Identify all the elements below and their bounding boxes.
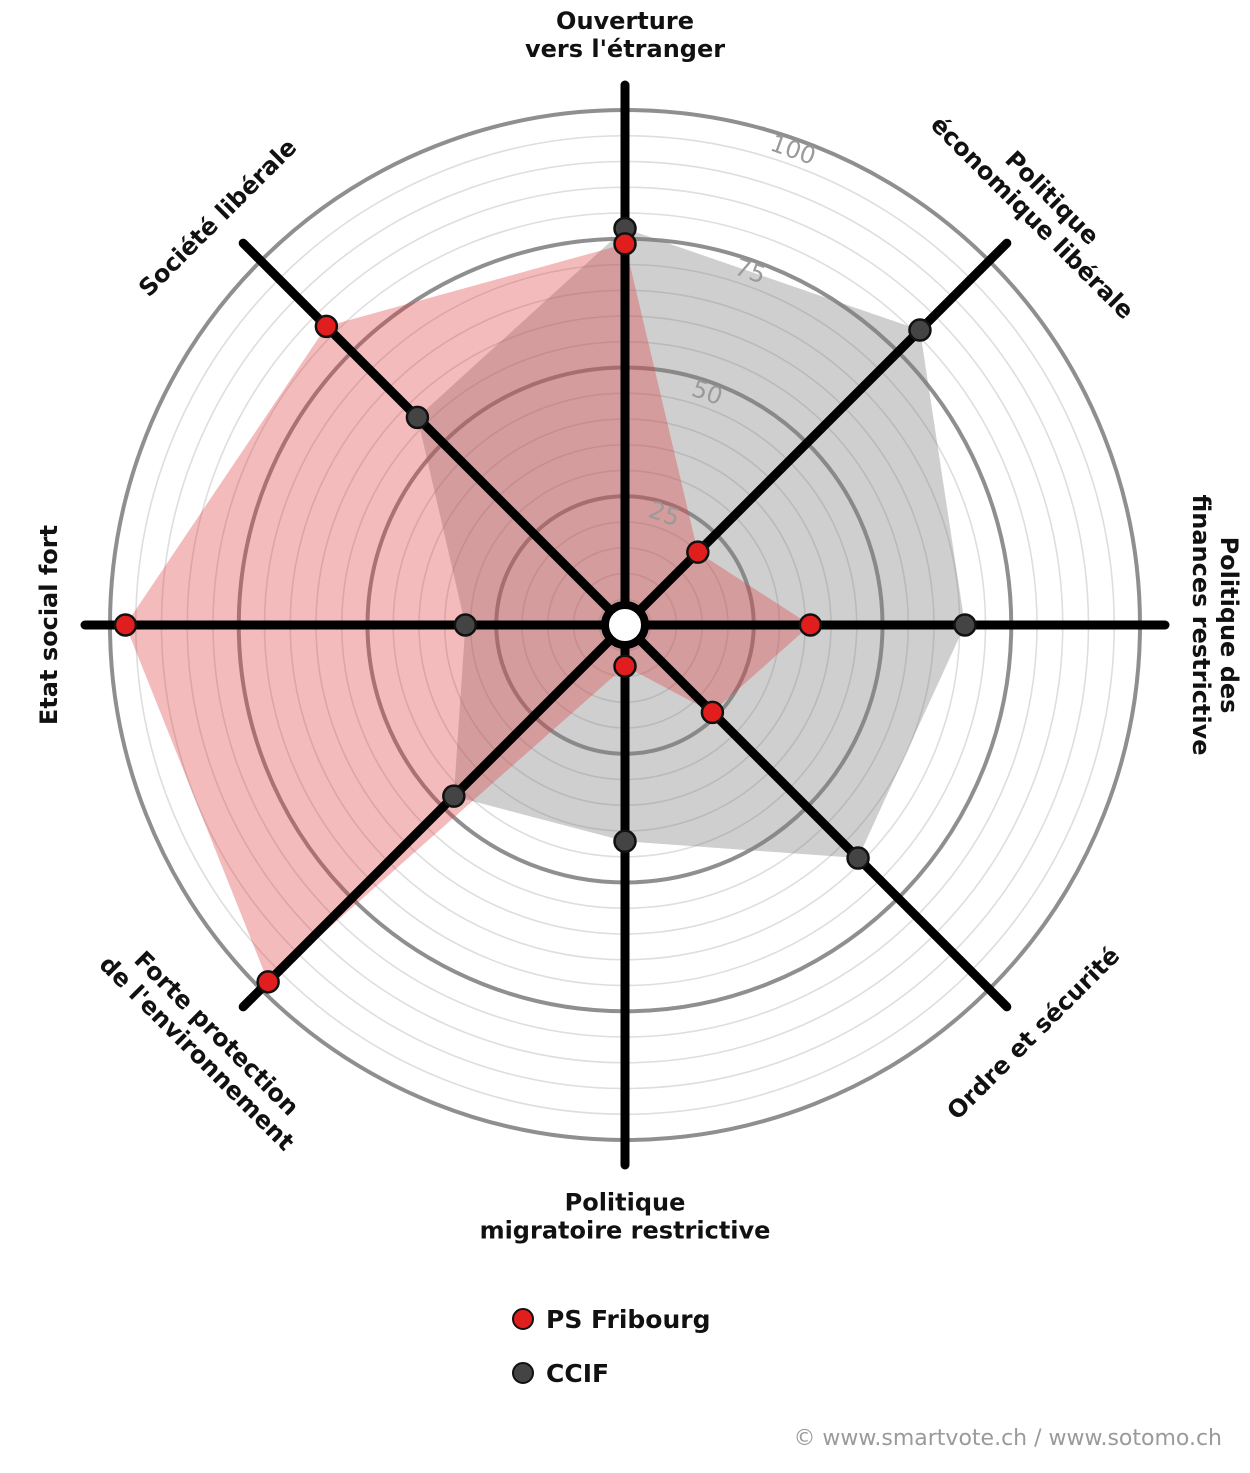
data-point [798, 613, 823, 637]
axis-spoke [620, 620, 1012, 1012]
data-points [113, 216, 977, 994]
legend-label: PS Fribourg [546, 1304, 711, 1334]
legend-item-ccif: CCIF [512, 1358, 711, 1388]
data-point [846, 846, 870, 870]
axis-label-line: Etat social fort [35, 525, 63, 725]
data-point [613, 232, 637, 256]
axis-spoke [238, 620, 630, 1012]
data-point [908, 318, 932, 342]
axis-spokes [80, 80, 1170, 1170]
data-point [953, 613, 977, 637]
data-point [405, 405, 430, 430]
axis-label-line: Politique [565, 1189, 686, 1217]
data-point [686, 540, 710, 564]
axis-label-line: vers l'étranger [525, 35, 725, 63]
legend-item-ps-fribourg: PS Fribourg [512, 1304, 711, 1334]
legend: PS Fribourg CCIF [512, 1305, 711, 1413]
credit-text: © www.smartvote.ch / www.sotomo.ch [793, 1426, 1222, 1451]
data-point [700, 700, 725, 725]
axis-label-line: finances restrictive [1187, 494, 1215, 755]
data-point [113, 613, 138, 637]
axis-spoke [238, 238, 630, 630]
tick-label: 100 [767, 129, 820, 171]
legend-swatch-gray [512, 1362, 534, 1384]
data-point [613, 829, 637, 854]
center-hub [601, 601, 649, 649]
axis-label-line: Ouverture [556, 7, 694, 35]
axis-label-line: Politique des [1215, 537, 1243, 714]
axis-spoke [620, 238, 1012, 630]
data-point [442, 784, 466, 808]
series-area [125, 243, 811, 982]
legend-swatch-red [512, 1308, 534, 1330]
axis-label: Etat social fort [35, 525, 63, 725]
legend-label: CCIF [546, 1358, 610, 1388]
data-point [453, 613, 478, 637]
axis-label-line: migratoire restrictive [480, 1217, 771, 1245]
data-point [613, 654, 637, 678]
data-point [256, 970, 280, 994]
data-point [314, 314, 339, 339]
